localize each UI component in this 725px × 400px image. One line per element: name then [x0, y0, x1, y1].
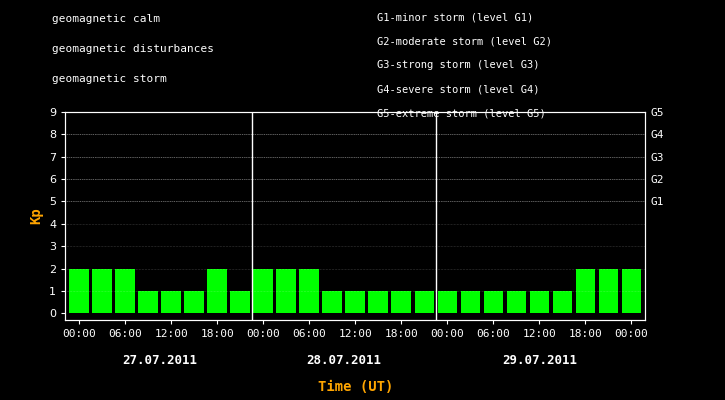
Text: geomagnetic storm: geomagnetic storm [52, 74, 167, 84]
Bar [392, 291, 411, 313]
Bar [184, 291, 204, 313]
Bar [529, 291, 549, 313]
Text: G1-minor storm (level G1): G1-minor storm (level G1) [377, 12, 534, 22]
Bar [92, 268, 112, 313]
Bar [299, 268, 319, 313]
Text: 29.07.2011: 29.07.2011 [502, 354, 577, 367]
Text: G2-moderate storm (level G2): G2-moderate storm (level G2) [377, 36, 552, 46]
Bar [599, 268, 618, 313]
Bar [346, 291, 365, 313]
Bar [323, 291, 342, 313]
Bar [415, 291, 434, 313]
Text: geomagnetic disturbances: geomagnetic disturbances [52, 44, 214, 54]
Bar [507, 291, 526, 313]
Bar [552, 291, 572, 313]
Text: G4-severe storm (level G4): G4-severe storm (level G4) [377, 84, 539, 94]
Bar [621, 268, 641, 313]
Bar [231, 291, 250, 313]
Y-axis label: Kp: Kp [30, 208, 44, 224]
Text: G3-strong storm (level G3): G3-strong storm (level G3) [377, 60, 539, 70]
Bar [484, 291, 503, 313]
Bar [138, 291, 158, 313]
Bar [254, 268, 273, 313]
Text: Time (UT): Time (UT) [318, 380, 393, 394]
Bar [276, 268, 296, 313]
Text: 27.07.2011: 27.07.2011 [122, 354, 197, 367]
Text: G5-extreme storm (level G5): G5-extreme storm (level G5) [377, 108, 546, 118]
Bar [207, 268, 227, 313]
Bar [576, 268, 595, 313]
Bar [115, 268, 135, 313]
Text: geomagnetic calm: geomagnetic calm [52, 14, 160, 24]
Bar [437, 291, 457, 313]
Bar [70, 268, 89, 313]
Text: 28.07.2011: 28.07.2011 [306, 354, 381, 367]
Bar [162, 291, 181, 313]
Bar [368, 291, 388, 313]
Bar [460, 291, 480, 313]
